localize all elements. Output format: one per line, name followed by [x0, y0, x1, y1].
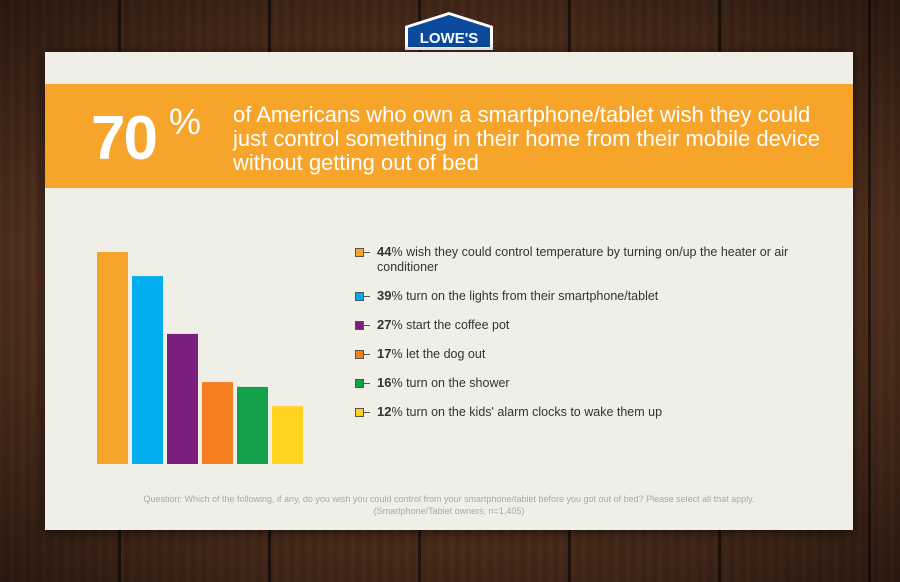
legend-item: 17% let the dog out: [355, 346, 825, 362]
svg-text:LOWE'S: LOWE'S: [420, 30, 479, 47]
headline-percent: 70: [91, 104, 158, 173]
legend-dash-icon: [364, 296, 370, 297]
infographic-card: 70 % of Americans who own a smartphone/t…: [45, 52, 853, 530]
bar-2: [132, 276, 163, 464]
footnote-sample: (Smartphone/Tablet owners, n=1,405): [373, 506, 525, 516]
legend-value: 39: [377, 288, 392, 303]
legend-label: turn on the kids' alarm clocks to wake t…: [406, 405, 663, 419]
bar-chart: [97, 252, 303, 464]
legend-swatch-icon: [355, 408, 364, 417]
legend-label: wish they could control temperature by t…: [377, 245, 789, 274]
legend-unit: %: [391, 289, 407, 303]
legend-dash-icon: [364, 252, 370, 253]
legend-swatch-icon: [355, 379, 364, 388]
legend-unit: %: [391, 245, 407, 259]
legend-unit: %: [391, 318, 407, 332]
bar-5: [237, 386, 268, 464]
legend-swatch-icon: [355, 350, 364, 359]
legend-unit: %: [391, 376, 407, 390]
legend-label: let the dog out: [406, 347, 486, 361]
legend-swatch-icon: [355, 248, 364, 257]
bar-4: [202, 382, 233, 464]
headline-banner: 70 % of Americans who own a smartphone/t…: [45, 84, 853, 188]
legend-dash-icon: [364, 383, 370, 384]
legend-value: 44: [377, 244, 392, 259]
bar-1: [97, 252, 128, 464]
legend-label: turn on the shower: [406, 376, 510, 390]
footnote: Question: Which of the following, if any…: [45, 493, 853, 517]
legend-label: start the coffee pot: [406, 318, 510, 332]
legend-item: 27% start the coffee pot: [355, 317, 825, 333]
headline-text: of Americans who own a smartphone/tablet…: [233, 102, 820, 175]
legend-unit: %: [391, 405, 407, 419]
bar-6: [272, 406, 303, 464]
legend-value: 12: [377, 404, 392, 419]
legend-value: 17: [377, 346, 392, 361]
legend-item: 44% wish they could control temperature …: [355, 244, 825, 275]
footnote-question: Question: Which of the following, if any…: [143, 494, 755, 504]
legend-swatch-icon: [355, 321, 364, 330]
legend-value: 16: [377, 375, 392, 390]
legend-dash-icon: [364, 412, 370, 413]
legend-swatch-icon: [355, 292, 364, 301]
legend-item: 39% turn on the lights from their smartp…: [355, 288, 825, 304]
chart-legend: 44% wish they could control temperature …: [355, 244, 825, 433]
legend-item: 16% turn on the shower: [355, 375, 825, 391]
bar-3: [167, 333, 198, 464]
headline-percent-sign: %: [169, 101, 202, 142]
legend-label: turn on the lights from their smartphone…: [406, 289, 659, 303]
lowes-logo: LOWE'S: [405, 12, 493, 50]
legend-dash-icon: [364, 325, 370, 326]
legend-dash-icon: [364, 354, 370, 355]
legend-unit: %: [391, 347, 407, 361]
legend-value: 27: [377, 317, 392, 332]
legend-item: 12% turn on the kids' alarm clocks to wa…: [355, 404, 825, 420]
